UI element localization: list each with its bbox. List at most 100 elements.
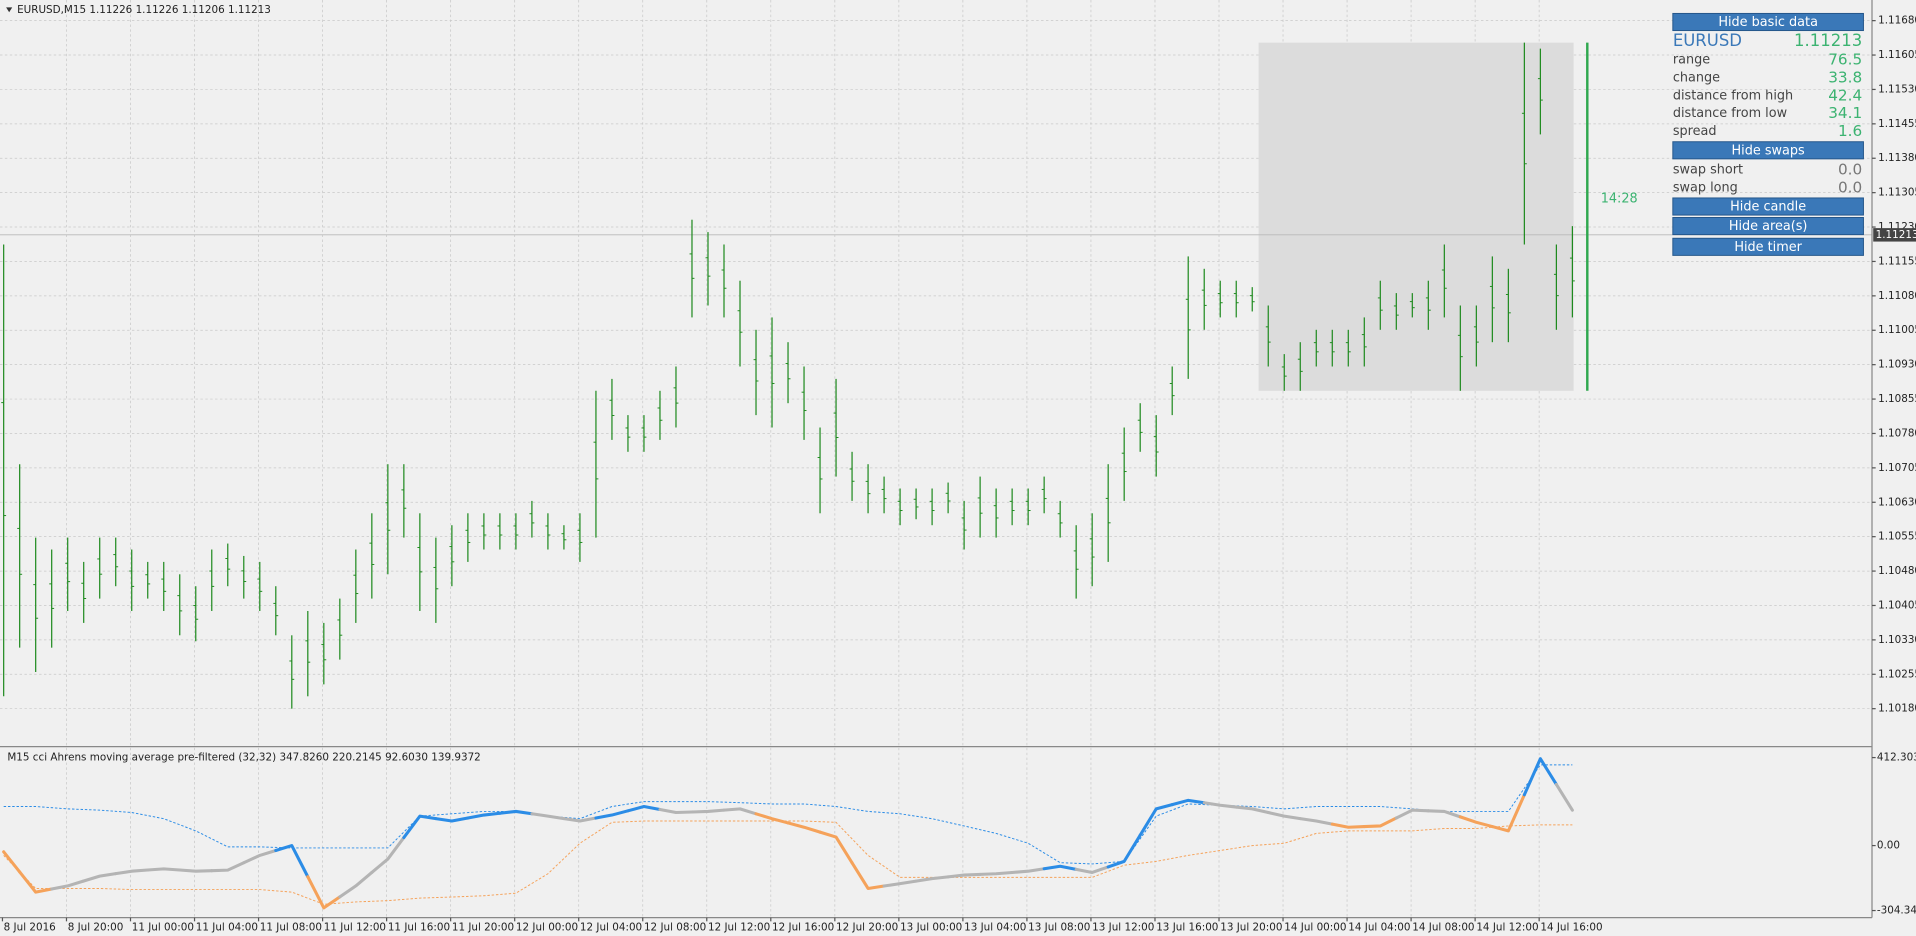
indicator-segment: [914, 875, 950, 883]
time-label: 11 Jul 00:00: [132, 921, 194, 933]
price-label: 1.10405: [1878, 599, 1916, 611]
timer: 14:28: [1601, 192, 1638, 207]
price-label: 1.10780: [1878, 427, 1916, 439]
time-label: 13 Jul 04:00: [964, 921, 1026, 933]
price-label: 1.11530: [1878, 83, 1916, 95]
row-value: 1.6: [1838, 122, 1862, 140]
indicator-segment: [306, 875, 342, 910]
indicator-segment: [1458, 815, 1494, 829]
button-label[interactable]: Hide basic data: [1718, 15, 1818, 30]
ind-tick-label: -304.3458: [1877, 905, 1916, 917]
time-label: 11 Jul 16:00: [388, 921, 450, 933]
row-value: 34.1: [1828, 104, 1862, 122]
time-label: 11 Jul 04:00: [196, 921, 258, 933]
symbol-name: EURUSD: [1673, 31, 1742, 50]
price-label: 1.10330: [1878, 634, 1916, 646]
price-label: 1.11605: [1878, 49, 1916, 61]
indicator-segment: [1234, 805, 1270, 815]
indicator-segment: [722, 807, 758, 816]
indicator-segment: [434, 816, 470, 823]
price-label: 1.11155: [1878, 255, 1916, 267]
indicator-segment: [2, 850, 22, 874]
time-label: 13 Jul 00:00: [900, 921, 962, 933]
button-label[interactable]: Hide swaps: [1732, 143, 1806, 158]
indicator-segment: [1010, 867, 1046, 875]
ind-tick-label: 412.3039: [1877, 752, 1916, 764]
row-label: range: [1673, 52, 1710, 67]
time-label: 12 Jul 04:00: [580, 921, 642, 933]
panel-button[interactable]: [1672, 197, 1864, 216]
indicator-segment: [1298, 817, 1334, 826]
indicator-segment: [498, 809, 534, 816]
indicator-segment: [114, 868, 150, 876]
panel-button[interactable]: [1672, 237, 1864, 256]
time-label: 13 Jul 12:00: [1092, 921, 1154, 933]
time-label: 14 Jul 08:00: [1412, 921, 1474, 933]
time-label: 12 Jul 00:00: [516, 921, 578, 933]
swap-value: 0.0: [1838, 160, 1862, 178]
indicator-segment: [338, 870, 374, 899]
price-label: 1.10555: [1878, 531, 1916, 543]
indicator-segment: [850, 861, 886, 891]
indicator-segment: [690, 808, 726, 814]
indicator-segment: [242, 848, 278, 865]
indicator-segment: [1426, 809, 1462, 819]
row-label: change: [1673, 70, 1720, 85]
indicator-segment: [1266, 810, 1302, 821]
indicator-segment: [1170, 798, 1206, 807]
indicator-segment: [562, 816, 598, 823]
swap-value: 0.0: [1838, 179, 1862, 197]
time-label: 13 Jul 08:00: [1028, 921, 1090, 933]
indicator-segment: [882, 879, 918, 888]
indicator-segment: [402, 814, 438, 840]
ind-tick-label: 0.00: [1877, 840, 1900, 852]
indicator-segment: [1074, 865, 1110, 875]
panel-button[interactable]: [1672, 141, 1864, 160]
indicator-segment: [50, 879, 86, 891]
price-label: 1.11455: [1878, 118, 1916, 130]
time-label: 12 Jul 12:00: [708, 921, 770, 933]
range-area: [1258, 42, 1574, 391]
time-label: 13 Jul 16:00: [1156, 921, 1218, 933]
indicator-segment: [1554, 782, 1574, 812]
price-label: 1.11005: [1878, 324, 1916, 336]
time-label: 12 Jul 16:00: [772, 921, 834, 933]
price-label: 1.10255: [1878, 668, 1916, 680]
time-label: 14 Jul 16:00: [1540, 921, 1602, 933]
price-label: 1.10180: [1878, 703, 1916, 715]
indicator-segment: [530, 812, 566, 821]
indicator-segment: [1394, 808, 1430, 820]
panel-button[interactable]: [1672, 12, 1864, 32]
indicator-segment: [210, 861, 246, 873]
indicator-band: [3, 764, 1573, 865]
row-value: 76.5: [1828, 50, 1862, 68]
indicator-segment: [1362, 816, 1398, 829]
button-label[interactable]: Hide area(s): [1729, 219, 1808, 234]
symbol-line: EURUSD,M15 1.11226 1.11226 1.11206 1.112…: [17, 4, 271, 16]
price-label: 1.10930: [1878, 359, 1916, 371]
indicator-segment: [658, 807, 694, 815]
button-label[interactable]: Hide candle: [1730, 200, 1806, 215]
button-label[interactable]: Hide timer: [1734, 240, 1802, 255]
menu-arrow[interactable]: [6, 7, 13, 13]
time-label: 11 Jul 08:00: [260, 921, 322, 933]
indicator-segment: [754, 812, 790, 825]
indicator-segment: [18, 870, 54, 894]
time-label: 8 Jul 20:00: [68, 921, 124, 933]
time-label: 14 Jul 04:00: [1348, 921, 1410, 933]
price-label: 1.10480: [1878, 565, 1916, 577]
swap-label: swap long: [1673, 181, 1738, 196]
row-label: distance from high: [1673, 88, 1793, 103]
indicator-segment: [594, 809, 630, 820]
price-label: 1.10705: [1878, 462, 1916, 474]
indicator-band: [3, 820, 1573, 905]
indicator-segment: [274, 844, 310, 879]
indicator-segment: [978, 870, 1014, 876]
indicator-segment: [1490, 793, 1526, 833]
row-label: spread: [1673, 124, 1717, 139]
panel-button[interactable]: [1672, 217, 1864, 236]
price-pane: 14:28: [0, 42, 1873, 709]
